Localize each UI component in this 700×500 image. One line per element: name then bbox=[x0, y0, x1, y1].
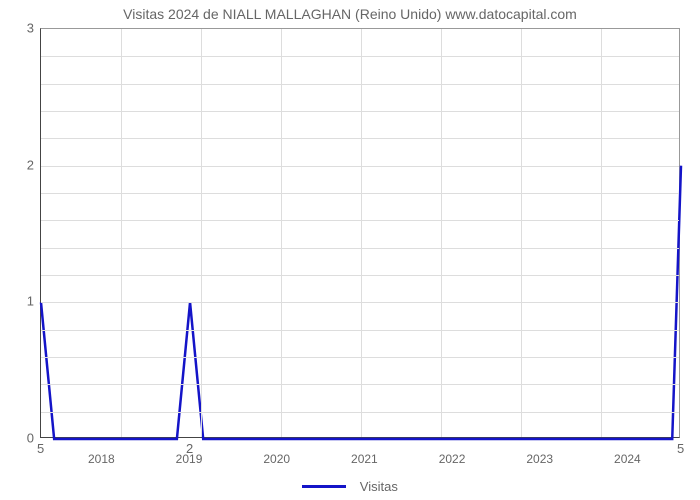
gridline-h bbox=[41, 357, 679, 358]
gridline-h bbox=[41, 302, 679, 303]
gridline-v bbox=[361, 29, 362, 437]
gridline-h bbox=[41, 138, 679, 139]
gridline-v bbox=[201, 29, 202, 437]
gridline-h bbox=[41, 384, 679, 385]
x-tick-label: 2023 bbox=[526, 452, 553, 466]
gridline-h bbox=[41, 330, 679, 331]
gridline-h bbox=[41, 275, 679, 276]
x-tick-label: 2024 bbox=[614, 452, 641, 466]
x-tick-label: 2021 bbox=[351, 452, 378, 466]
point-label: 5 bbox=[37, 441, 44, 456]
gridline-h bbox=[41, 84, 679, 85]
gridline-h bbox=[41, 166, 679, 167]
point-label: 2 bbox=[186, 441, 193, 456]
gridline-h bbox=[41, 111, 679, 112]
gridline-v bbox=[121, 29, 122, 437]
y-tick-label: 0 bbox=[20, 431, 34, 446]
legend-swatch bbox=[302, 485, 346, 488]
gridline-v bbox=[441, 29, 442, 437]
gridline-h bbox=[41, 56, 679, 57]
legend-label: Visitas bbox=[360, 479, 398, 494]
x-tick-label: 2018 bbox=[88, 452, 115, 466]
chart-title: Visitas 2024 de NIALL MALLAGHAN (Reino U… bbox=[0, 6, 700, 22]
y-tick-label: 3 bbox=[20, 21, 34, 36]
line-chart: Visitas 2024 de NIALL MALLAGHAN (Reino U… bbox=[0, 0, 700, 500]
gridline-h bbox=[41, 412, 679, 413]
gridline-h bbox=[41, 248, 679, 249]
gridline-v bbox=[601, 29, 602, 437]
legend: Visitas bbox=[0, 478, 700, 494]
gridline-h bbox=[41, 193, 679, 194]
plot-area bbox=[40, 28, 680, 438]
gridline-h bbox=[41, 220, 679, 221]
x-tick-label: 2020 bbox=[263, 452, 290, 466]
y-tick-label: 2 bbox=[20, 157, 34, 172]
x-tick-label: 2022 bbox=[439, 452, 466, 466]
y-tick-label: 1 bbox=[20, 294, 34, 309]
gridline-v bbox=[281, 29, 282, 437]
point-label: 5 bbox=[677, 441, 684, 456]
gridline-v bbox=[521, 29, 522, 437]
